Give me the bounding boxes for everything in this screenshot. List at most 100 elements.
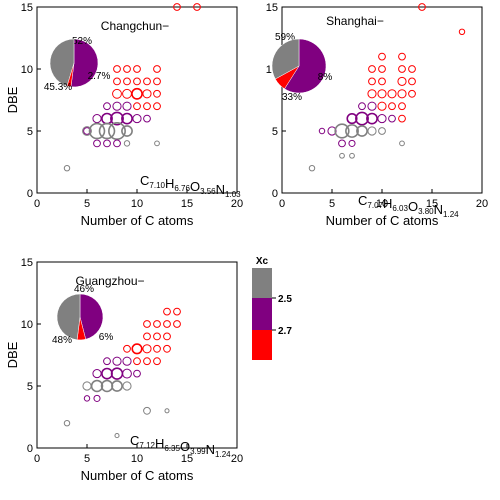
data-point bbox=[131, 343, 143, 355]
data-point bbox=[122, 368, 132, 379]
x-tick-label: 5 bbox=[329, 198, 335, 210]
data-point bbox=[388, 102, 396, 111]
data-point bbox=[143, 114, 151, 123]
data-point bbox=[348, 139, 356, 147]
data-point bbox=[63, 164, 71, 172]
pie-label: 46% bbox=[74, 284, 94, 295]
data-point bbox=[143, 357, 151, 366]
data-point bbox=[92, 369, 102, 379]
data-point bbox=[153, 357, 161, 366]
data-point bbox=[366, 112, 378, 125]
data-point bbox=[83, 395, 91, 402]
data-point bbox=[122, 381, 132, 391]
y-tick-label: 0 bbox=[27, 443, 33, 455]
molecular-formula: C7.12H6.35O3.99N1.24 bbox=[130, 433, 231, 459]
data-point bbox=[338, 139, 346, 148]
data-point bbox=[377, 114, 387, 124]
pie-label: 48% bbox=[52, 335, 72, 346]
x-axis-label: Number of C atoms bbox=[326, 213, 439, 228]
data-point bbox=[398, 52, 406, 61]
x-axis-label: Number of C atoms bbox=[81, 213, 194, 228]
data-point bbox=[133, 65, 141, 73]
data-point bbox=[143, 320, 151, 328]
data-point bbox=[327, 126, 337, 136]
data-point bbox=[378, 77, 386, 86]
data-point bbox=[398, 65, 406, 73]
pie-label: 33% bbox=[282, 92, 302, 103]
data-point bbox=[349, 152, 355, 159]
data-point bbox=[408, 89, 416, 98]
data-point bbox=[368, 77, 376, 86]
data-point bbox=[399, 140, 405, 147]
pie-label: 52% bbox=[72, 36, 92, 47]
x-axis-label: Number of C atoms bbox=[81, 468, 194, 483]
data-point bbox=[397, 89, 407, 99]
x-tick-label: 0 bbox=[34, 198, 40, 210]
data-point bbox=[458, 28, 466, 36]
data-point bbox=[367, 126, 377, 136]
data-point bbox=[163, 332, 171, 341]
data-point bbox=[339, 152, 345, 159]
pie-slice bbox=[70, 38, 99, 88]
y-tick-label: 0 bbox=[27, 188, 33, 200]
data-point bbox=[153, 332, 161, 341]
data-point bbox=[103, 102, 111, 111]
data-point bbox=[93, 394, 101, 402]
data-point bbox=[398, 102, 406, 111]
x-tick-label: 20 bbox=[476, 198, 488, 210]
pie-slice bbox=[79, 293, 104, 340]
pie-slice bbox=[284, 38, 327, 94]
data-point bbox=[153, 65, 161, 73]
x-tick-label: 20 bbox=[231, 198, 243, 210]
data-point bbox=[408, 77, 416, 86]
pie-slice bbox=[271, 38, 300, 80]
data-point bbox=[173, 3, 181, 11]
x-tick-label: 15 bbox=[181, 198, 193, 210]
data-point bbox=[112, 356, 122, 366]
data-point bbox=[122, 88, 132, 99]
data-point bbox=[163, 320, 171, 328]
data-point bbox=[387, 89, 397, 99]
data-point bbox=[163, 307, 171, 316]
colorbar-segment bbox=[252, 330, 272, 360]
data-point bbox=[143, 332, 151, 341]
data-point bbox=[318, 127, 326, 135]
data-point bbox=[398, 114, 406, 123]
data-point bbox=[308, 164, 316, 172]
data-point bbox=[123, 77, 131, 86]
data-point bbox=[153, 344, 161, 353]
data-point bbox=[133, 369, 141, 378]
molecular-formula: C7.10H6.76O3.56N1.03 bbox=[140, 173, 241, 199]
x-tick-label: 15 bbox=[426, 198, 438, 210]
colorbar-title: Xc bbox=[256, 256, 269, 267]
data-point bbox=[418, 3, 426, 11]
data-point bbox=[154, 140, 160, 147]
data-point bbox=[123, 65, 131, 73]
data-point bbox=[163, 344, 171, 353]
site-label: Changchun− bbox=[101, 19, 169, 33]
data-point bbox=[408, 65, 416, 73]
data-point bbox=[153, 77, 161, 86]
pie-label: 6% bbox=[99, 332, 114, 343]
data-point bbox=[345, 124, 359, 138]
data-point bbox=[112, 101, 122, 111]
data-point bbox=[143, 77, 151, 86]
data-point bbox=[101, 367, 113, 380]
colorbar-label: 2.5 bbox=[278, 294, 292, 305]
data-point bbox=[153, 320, 161, 328]
data-point bbox=[63, 419, 71, 427]
data-point bbox=[113, 65, 121, 73]
data-point bbox=[122, 356, 132, 366]
data-point bbox=[103, 139, 111, 148]
y-tick-label: 10 bbox=[21, 64, 33, 76]
y-axis-label: DBE bbox=[5, 341, 20, 368]
x-tick-label: 15 bbox=[181, 453, 193, 465]
data-point bbox=[378, 52, 386, 61]
colorbar-segment bbox=[252, 298, 272, 330]
y-tick-label: 5 bbox=[27, 126, 33, 138]
data-point bbox=[90, 379, 104, 393]
data-point bbox=[142, 344, 152, 354]
x-tick-label: 10 bbox=[131, 198, 143, 210]
panel-changchun: 0 5 10 15 20 0 5 10 15 Number of C atoms DBE Changc… bbox=[5, 2, 243, 228]
data-point bbox=[193, 3, 201, 11]
